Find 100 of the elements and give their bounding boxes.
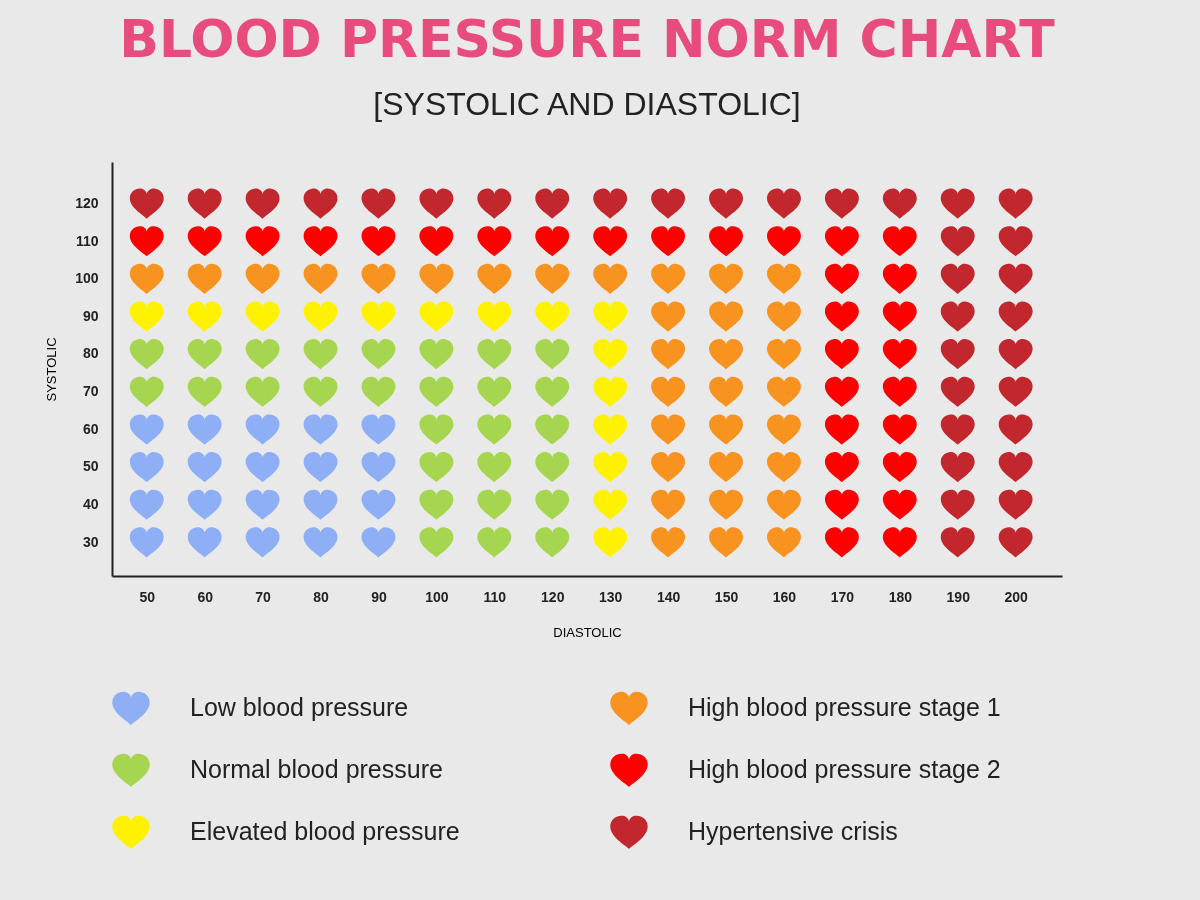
x-tick-label: 90 [371,588,387,605]
point [419,489,454,520]
point [245,301,280,332]
point [651,188,686,219]
chart-title: BLOOD PRESSURE NORM CHART [119,9,1056,69]
y-tick-label: 50 [82,458,99,475]
point [709,489,743,520]
point [998,376,1033,407]
point [882,188,917,219]
point [477,188,512,219]
point [824,226,859,257]
point [535,414,570,445]
point [998,188,1033,219]
point [535,263,570,294]
x-axis-title: DIASTOLIC [553,624,622,640]
point [245,339,280,370]
point [824,301,859,332]
point [129,188,164,219]
point [245,489,280,520]
point [882,301,917,332]
point [535,226,570,257]
point [767,489,801,520]
point [245,188,280,219]
point [593,527,628,558]
point [998,527,1033,558]
point [477,527,512,558]
legend-label: Elevated blood pressure [190,817,460,845]
y-tick-label: 90 [82,307,99,324]
point [651,301,686,332]
point [535,188,570,219]
y-tick-label: 30 [82,533,99,550]
point [651,414,686,445]
point [303,263,338,294]
point [303,188,338,219]
point [477,452,512,483]
point [709,339,743,370]
point [593,489,628,520]
x-tick-label: 200 [1004,588,1029,605]
point [709,188,743,219]
point [709,263,743,294]
point [187,489,222,520]
point [245,452,280,483]
y-axis-title: SYSTOLIC [44,337,60,402]
x-tick-label: 80 [313,588,330,605]
point [361,414,396,445]
point [129,376,164,407]
point [419,414,454,445]
point [361,188,396,219]
point [535,301,570,332]
point [940,376,975,407]
point [361,226,396,257]
point [709,414,743,445]
x-tick-label: 170 [830,588,855,605]
point [998,452,1033,483]
point [940,301,975,332]
point [940,414,975,445]
chart-subtitle: [SYSTOLIC AND DIASTOLIC] [373,86,801,122]
point [651,263,686,294]
point [940,527,975,558]
x-tick-label: 140 [656,588,681,605]
point [129,301,164,332]
y-tick-label: 120 [75,194,99,211]
point [767,527,801,558]
point [940,188,975,219]
point [303,301,338,332]
point [940,226,975,257]
x-tick-label: 70 [255,588,272,605]
point [245,414,280,445]
point [882,414,917,445]
point [419,263,454,294]
point [477,226,512,257]
point [419,188,454,219]
point [361,452,396,483]
point [535,527,570,558]
point [187,527,222,558]
point [187,226,222,257]
x-tick-label: 130 [598,588,623,605]
legend-label: Normal blood pressure [190,755,443,783]
y-tick-label: 40 [82,495,99,512]
x-tick-label: 180 [888,588,913,605]
point [303,414,338,445]
point [998,263,1033,294]
point [824,188,859,219]
point [998,339,1033,370]
point [419,527,454,558]
point [419,339,454,370]
point [593,339,628,370]
point [882,339,917,370]
point [824,376,859,407]
legend-label: Hypertensive crisis [688,817,898,845]
point [129,263,164,294]
x-tick-label: 100 [425,588,449,605]
point [535,489,570,520]
point [187,339,222,370]
point [419,376,454,407]
point [824,452,859,483]
point [245,527,280,558]
point [767,301,801,332]
legend-label: Low blood pressure [190,693,409,722]
x-tick-label: 60 [197,588,214,605]
